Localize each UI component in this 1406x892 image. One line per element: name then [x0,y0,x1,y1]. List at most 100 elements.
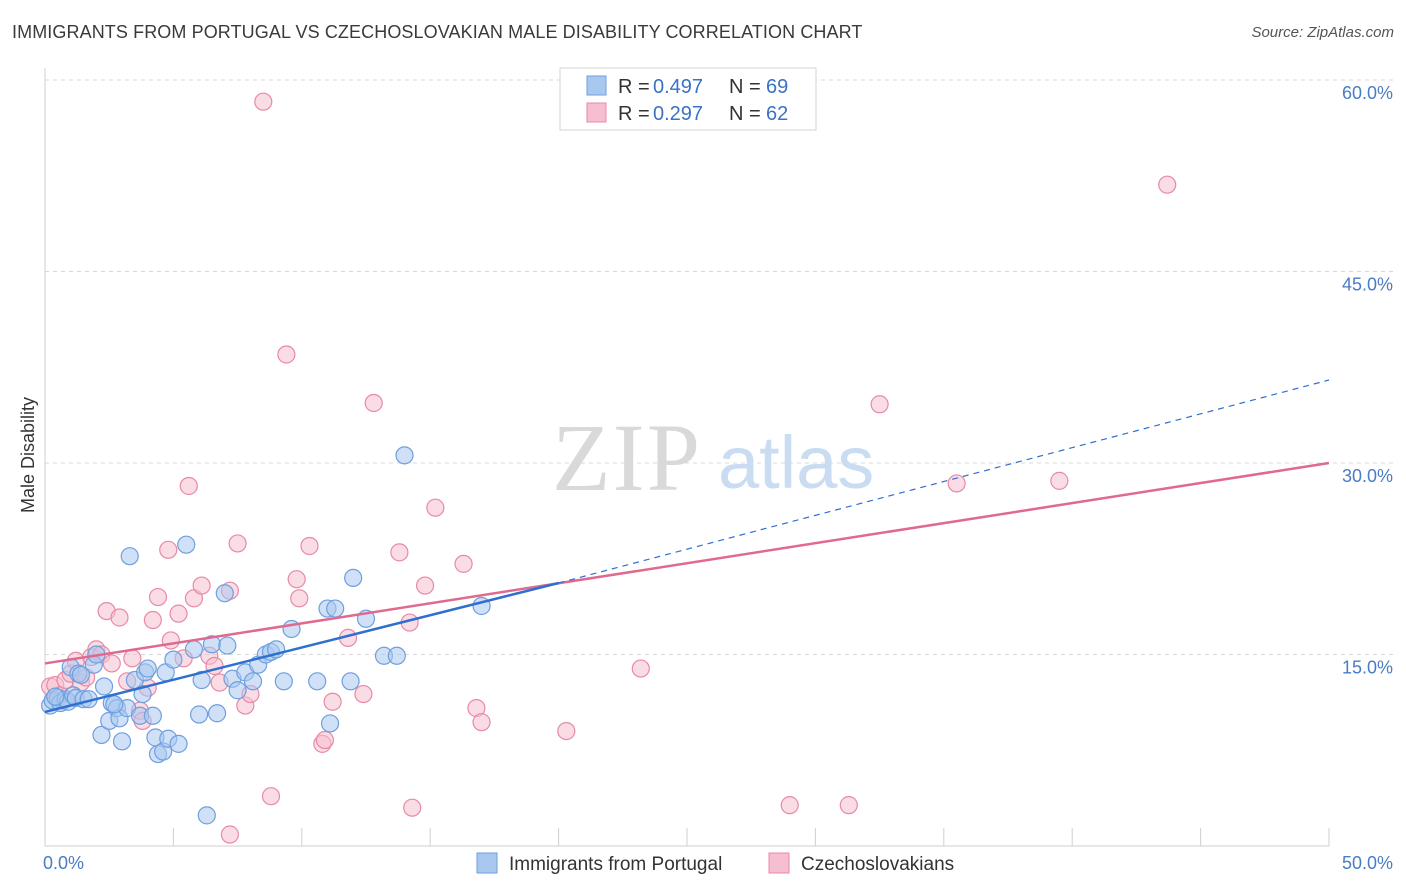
data-point [557,721,576,741]
data-point [94,677,114,696]
legend-n-value-1: 69 [766,76,788,98]
data-point [228,534,247,553]
data-point [387,646,406,665]
data-point [159,540,178,559]
data-point [287,570,306,589]
data-point [133,684,152,704]
data-point [177,535,196,554]
y-tick-label: 45.0% [1342,275,1393,295]
watermark-zip: ZIP [552,404,702,511]
bottom-legend-label-portugal: Immigrants from Portugal [509,854,722,875]
data-point [228,681,247,700]
data-point [92,725,111,745]
legend-swatch-pink [586,102,607,123]
data-point [105,695,124,714]
data-point [120,547,139,566]
data-point [102,654,121,673]
data-point [179,476,198,496]
legend-r-value-2: 0.297 [653,103,703,125]
data-point [1158,175,1177,194]
data-point [403,798,422,817]
source-label: Source: ZipAtlas.com [1251,24,1394,41]
data-point [220,825,239,844]
data-point [274,672,293,691]
data-point [780,796,799,815]
y-tick-label: 30.0% [1342,466,1393,486]
data-point [254,92,273,111]
trend-line-portugal [44,581,559,714]
data-point [218,636,237,655]
data-point [300,536,319,556]
series-immigrants-from-portugal [41,446,491,825]
data-point [207,704,227,723]
data-point [110,608,129,627]
legend: R = 0.497 N = 69 R = 0.297 N = 62 [559,67,817,131]
data-point [472,713,491,732]
legend-n-value-2: 62 [766,103,788,125]
data-point [315,730,335,750]
data-point [354,684,373,704]
watermark: ZIP atlas [552,404,874,511]
trend-line-portugal-extension [558,379,1330,584]
legend-n-label-2: N = [729,103,761,125]
data-point [197,806,216,825]
y-axis-title: Male Disability [18,397,38,513]
bottom-legend-swatch-blue [476,852,498,874]
data-point [308,672,327,691]
data-point [161,631,180,650]
grid-layer: 15.0% 30.0% 45.0% 60.0% [45,79,1395,678]
data-point [839,796,858,815]
data-point [631,659,650,678]
chart-title: IMMIGRANTS FROM PORTUGAL VS CZECHOSLOVAK… [12,22,863,42]
y-tick-label: 15.0% [1342,658,1393,678]
data-point [341,672,360,691]
data-point [326,599,345,618]
legend-r-label-2: R = [618,103,650,125]
watermark-atlas: atlas [718,421,874,504]
data-point [138,659,157,678]
data-point [947,474,966,493]
data-point [395,446,414,465]
data-point [1050,471,1069,490]
data-point [164,650,183,669]
data-point [143,706,162,725]
data-point [192,576,211,595]
data-point [169,734,188,753]
data-point [390,543,409,562]
data-point [143,610,162,630]
trend-layer [44,379,1330,714]
data-point [277,345,296,364]
y-tick-label: 60.0% [1342,83,1393,103]
data-point [290,589,309,608]
bottom-legend-swatch-pink [768,852,790,874]
data-point [148,587,168,607]
data-point [184,640,204,659]
data-point [123,649,142,668]
data-point [215,584,234,603]
data-point [261,787,281,806]
axis-layer: 0.0% 50.0% [43,68,1393,873]
data-point [320,714,340,733]
data-point [71,665,91,685]
data-point [415,576,435,595]
data-point [189,705,209,724]
data-point [46,687,65,706]
bottom-legend-label-czechoslovakians: Czechoslovakians [801,854,954,875]
data-point [344,568,363,588]
trend-line-czechoslovakians [44,461,1330,665]
legend-n-label-1: N = [729,76,761,98]
data-point [112,732,132,751]
legend-r-value-1: 0.497 [653,76,703,98]
data-point [426,498,445,517]
legend-r-label-1: R = [618,76,650,98]
x-tick-label: 50.0% [1342,853,1393,873]
data-point [169,604,188,623]
data-point [323,692,342,711]
legend-swatch-blue [586,75,607,96]
data-point [454,554,473,573]
data-point [870,395,889,414]
data-point [364,393,383,413]
data-point [243,672,263,691]
bottom-legend: Immigrants from Portugal Czechoslovakian… [476,852,954,875]
